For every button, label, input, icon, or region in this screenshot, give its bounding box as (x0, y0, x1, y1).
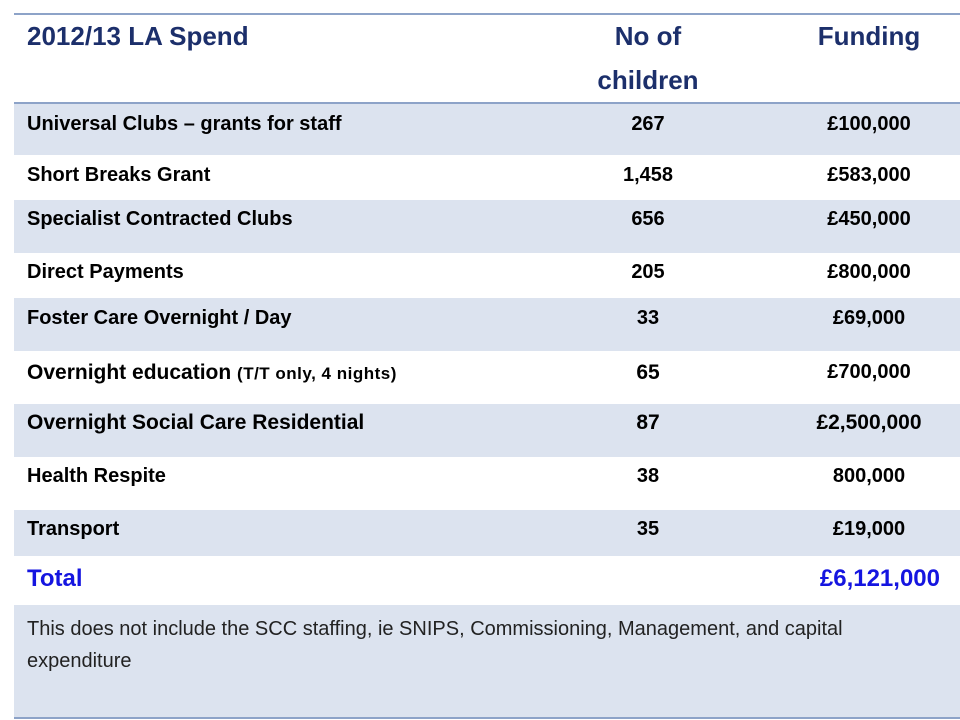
header-children-line1: No of (614, 21, 682, 51)
row-name: Specialist Contracted Clubs (27, 208, 293, 230)
total-funding: £6,121,000 (819, 565, 940, 592)
row-children: 38 (636, 465, 660, 487)
row-name: Transport (27, 518, 120, 540)
table-row: Foster Care Overnight / Day 33 £69,000 (14, 298, 960, 351)
row-name-suffix: (T/T only, 4 nights) (237, 364, 397, 383)
table-header: 2012/13 LA Spend No of children Funding (14, 15, 960, 102)
row-funding: £583,000 (827, 164, 911, 186)
table-top-border (14, 13, 960, 15)
row-children: 65 (636, 361, 660, 384)
row-name: Overnight education (T/T only, 4 nights) (27, 361, 397, 385)
header-bottom-border (14, 102, 960, 104)
row-children: 33 (636, 307, 660, 329)
row-funding: £2,500,000 (816, 411, 922, 434)
header-children-line2: children (597, 65, 699, 95)
table-row: Universal Clubs – grants for staff 267 £… (14, 104, 960, 155)
table-row: Transport 35 £19,000 (14, 510, 960, 556)
row-funding: 800,000 (832, 465, 906, 487)
row-name: Foster Care Overnight / Day (27, 307, 292, 329)
total-row: Total £6,121,000 (14, 556, 960, 605)
table-row: Short Breaks Grant 1,458 £583,000 (14, 155, 960, 200)
row-funding: £69,000 (832, 307, 906, 329)
table-row: Overnight education (T/T only, 4 nights)… (14, 351, 960, 404)
row-funding: £800,000 (827, 261, 911, 283)
table-row: Specialist Contracted Clubs 656 £450,000 (14, 200, 960, 253)
footnote-row: This does not include the SCC staffing, … (14, 605, 960, 717)
row-children: 1,458 (622, 164, 674, 186)
row-funding: £19,000 (832, 518, 906, 540)
row-children: 87 (636, 411, 660, 434)
row-children: 656 (631, 208, 665, 230)
header-funding: Funding (817, 21, 921, 51)
table-row: Health Respite 38 800,000 (14, 457, 960, 510)
row-name: Universal Clubs – grants for staff (27, 113, 342, 135)
row-name: Health Respite (27, 465, 166, 487)
row-name: Short Breaks Grant (27, 164, 211, 186)
row-funding: £450,000 (827, 208, 911, 230)
total-label: Total (27, 565, 83, 592)
table-row: Overnight Social Care Residential 87 £2,… (14, 404, 960, 457)
row-name: Direct Payments (27, 261, 184, 283)
row-name-main: Overnight education (27, 361, 232, 384)
row-children: 35 (636, 518, 660, 540)
row-name: Overnight Social Care Residential (27, 411, 365, 434)
footnote: This does not include the SCC staffing, … (27, 618, 843, 672)
row-funding: £700,000 (827, 361, 911, 383)
table-row: Direct Payments 205 £800,000 (14, 253, 960, 298)
table-bottom-border (14, 717, 960, 719)
header-title: 2012/13 LA Spend (27, 21, 249, 51)
row-children: 205 (631, 261, 665, 283)
row-funding: £100,000 (827, 113, 911, 135)
row-children: 267 (631, 113, 665, 135)
